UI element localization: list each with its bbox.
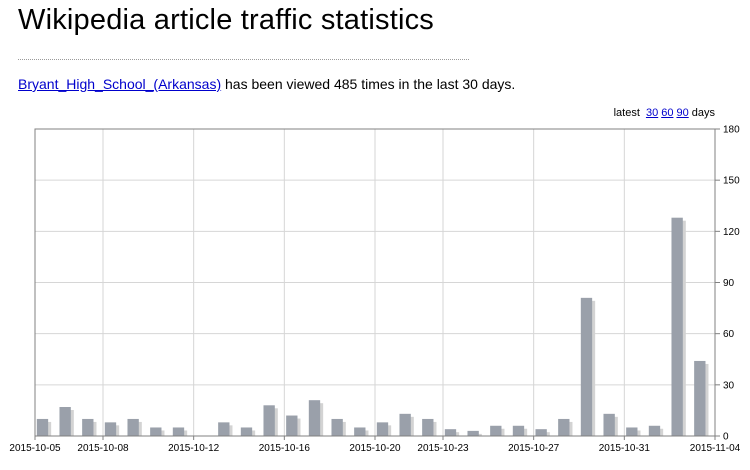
bar	[512, 425, 525, 436]
bar	[308, 400, 321, 436]
bar	[603, 413, 615, 436]
range-90-link[interactable]: 90	[676, 107, 689, 119]
bar	[694, 360, 706, 436]
bar	[36, 418, 49, 436]
page-title: Wikipedia article traffic statistics	[18, 4, 435, 36]
y-tick-label: 150	[723, 176, 740, 187]
range-60-link[interactable]: 60	[661, 107, 674, 119]
bar	[422, 418, 434, 436]
x-tick-label: 2015-10-20	[349, 443, 401, 454]
y-tick-label: 180	[723, 125, 740, 136]
bar	[648, 425, 661, 436]
bar	[354, 427, 366, 436]
x-tick-label: 2015-10-31	[599, 443, 651, 454]
bar	[82, 418, 94, 436]
y-tick-label: 0	[723, 432, 729, 443]
x-tick-label: 2015-11-04	[690, 443, 741, 454]
x-tick-label: 2015-10-08	[77, 443, 129, 454]
bar	[444, 429, 457, 436]
x-tick-label: 2015-10-16	[259, 443, 311, 454]
bar	[535, 429, 547, 436]
bar	[59, 407, 71, 436]
bar	[263, 405, 275, 436]
range-prefix: latest	[613, 107, 643, 119]
view-summary: Bryant_High_School_(Arkansas) has been v…	[18, 76, 515, 92]
bar	[558, 418, 570, 436]
bar	[671, 217, 683, 436]
bar	[127, 418, 139, 436]
bar	[490, 425, 502, 436]
title-divider	[18, 59, 469, 60]
article-link[interactable]: Bryant_High_School_(Arkansas)	[18, 76, 222, 92]
bar	[218, 422, 230, 436]
bar	[331, 418, 343, 436]
view-summary-text: has been viewed 485 times in the last 30…	[221, 76, 516, 92]
range-suffix: days	[688, 107, 715, 119]
bar	[467, 430, 479, 436]
bar	[580, 297, 593, 436]
x-tick-label: 2015-10-12	[168, 443, 220, 454]
bar	[399, 413, 411, 436]
range-selector: latest 30 60 90 days	[614, 107, 715, 119]
bar	[376, 422, 389, 436]
bar	[172, 427, 185, 436]
range-30-link[interactable]: 30	[645, 107, 659, 119]
y-tick-label: 30	[723, 380, 735, 391]
y-tick-label: 60	[723, 329, 735, 340]
x-tick-label: 2015-10-27	[508, 443, 560, 454]
y-tick-label: 120	[723, 227, 740, 238]
bar	[286, 415, 298, 436]
traffic-chart: 0 30 60 90 120 150 180 2015-10-05 2015-10-08 2015…	[9, 125, 741, 455]
bar	[150, 427, 162, 436]
bar	[240, 427, 253, 436]
x-tick-label: 2015-10-05	[9, 443, 61, 454]
bar	[104, 422, 117, 436]
y-tick-label: 90	[723, 278, 735, 289]
bar	[626, 427, 638, 436]
x-tick-label: 2015-10-23	[417, 443, 469, 454]
